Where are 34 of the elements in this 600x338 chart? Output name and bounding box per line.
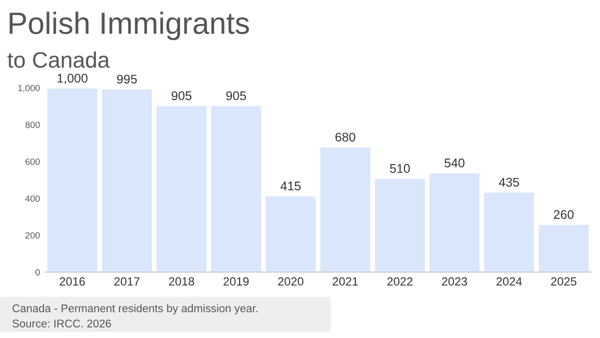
data-label: 1,000 — [58, 74, 88, 84]
chart-subtitle: to Canada — [8, 51, 110, 68]
x-tick-label: 2016 — [60, 277, 85, 286]
x-tick-label: 2023 — [442, 277, 468, 286]
data-label: 510 — [390, 164, 410, 173]
bar — [46, 88, 99, 272]
bar — [318, 146, 372, 272]
bar — [264, 194, 318, 272]
data-label: 905 — [172, 91, 192, 100]
data-label: 905 — [226, 91, 246, 100]
data-label: 260 — [554, 210, 574, 219]
y-tick-label: 800 — [25, 122, 40, 128]
x-tick-label: 2021 — [332, 277, 358, 286]
x-tick-label: 2025 — [551, 277, 576, 286]
data-label: 680 — [336, 132, 356, 142]
data-label: 540 — [444, 158, 464, 168]
y-tick-label: 0 — [35, 269, 40, 276]
x-tick-label: 2019 — [224, 277, 249, 286]
data-label: 415 — [280, 182, 301, 190]
y-tick-label: 400 — [25, 195, 40, 202]
bar — [537, 224, 590, 272]
x-tick-label: 2018 — [168, 277, 194, 286]
y-tick-label: 200 — [26, 232, 40, 239]
x-tick-label: 2024 — [496, 277, 522, 286]
text: Canada - Permanent residents by admission year. — [12, 304, 258, 314]
data-label: 435 — [498, 178, 520, 187]
source-note: Source: IRCC. 2026 — [12, 320, 111, 328]
x-tick-label: 2022 — [387, 277, 412, 286]
y-tick-label: 600 — [26, 158, 40, 165]
chart-title: Polish Immigrants — [10, 12, 249, 40]
x-tick-label: 2017 — [114, 277, 140, 286]
y-tick-label: 1,000 — [18, 84, 40, 92]
data-label: 995 — [117, 74, 137, 84]
x-tick-label: 2020 — [278, 277, 304, 286]
